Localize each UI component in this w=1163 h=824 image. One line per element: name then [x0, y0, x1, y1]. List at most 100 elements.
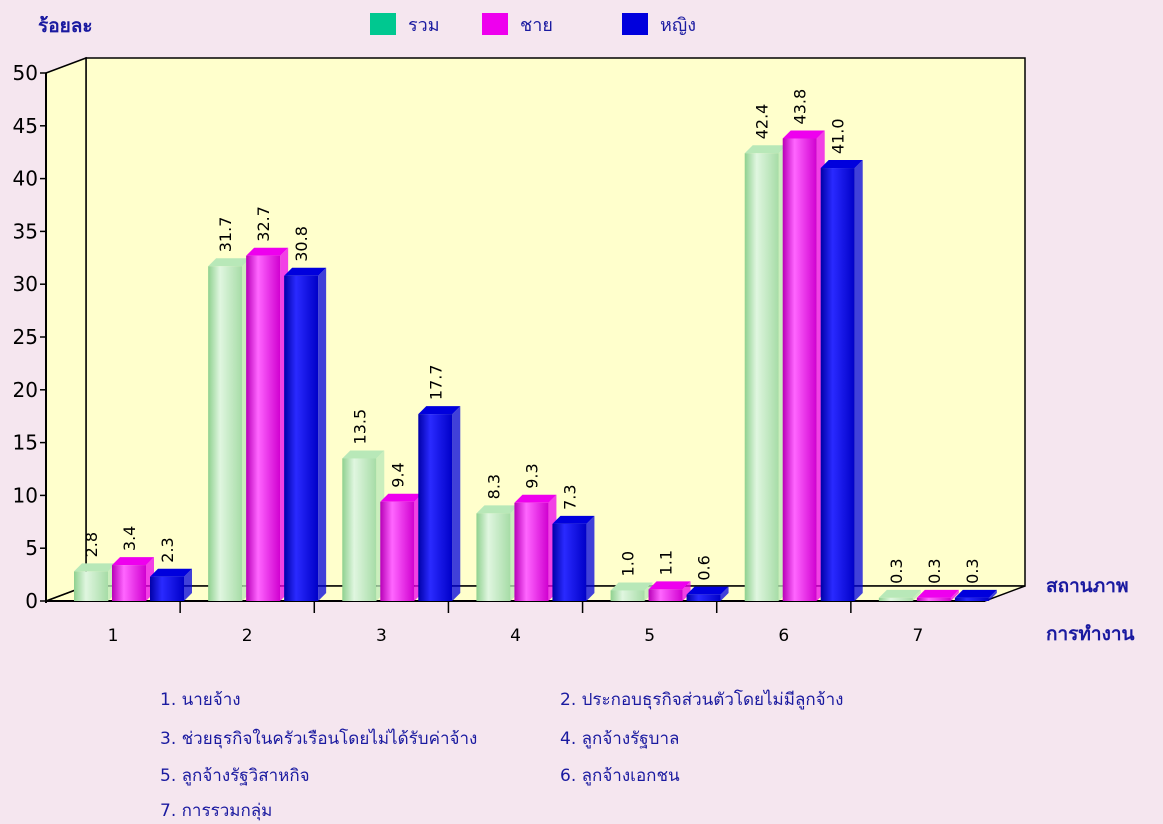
- bar-front: [284, 275, 319, 601]
- data-label: 1.0: [619, 551, 638, 576]
- x-tick-label: 5: [644, 626, 655, 646]
- bar-top: [284, 267, 327, 276]
- bar-top: [150, 568, 192, 577]
- bar-2-cat-7: [916, 589, 959, 601]
- bar-side: [682, 581, 691, 601]
- bar-top: [112, 557, 154, 566]
- bar-top: [552, 515, 595, 524]
- bar-front: [208, 266, 243, 601]
- bar-3-cat-6: [820, 160, 863, 602]
- bar-front: [954, 597, 989, 601]
- y-tick-label: 5: [25, 536, 38, 560]
- bar-3-cat-3: [418, 406, 461, 601]
- bar-2-cat-2: [246, 247, 289, 602]
- bar-side: [586, 515, 595, 601]
- plot-side-wall: [45, 56, 87, 603]
- x-tick-label: 6: [778, 626, 789, 646]
- bar-front: [514, 502, 549, 601]
- data-label: 0.3: [925, 558, 944, 583]
- bar-side: [720, 586, 729, 601]
- y-tick-label: 10: [13, 483, 38, 507]
- bar-2-cat-1: [112, 557, 154, 601]
- bar-top: [820, 160, 863, 169]
- y-tick-label: 25: [13, 325, 38, 349]
- bar-1-cat-7: [878, 589, 921, 601]
- data-label: 41.0: [829, 118, 848, 154]
- bar-top: [610, 582, 653, 591]
- bar-side: [854, 160, 863, 602]
- bar-2-cat-3: [380, 493, 423, 601]
- legend-label-1: รวม: [408, 15, 440, 36]
- bar-front: [380, 501, 415, 601]
- legend-swatch-2: [482, 13, 508, 35]
- bar-front: [342, 458, 377, 601]
- bar-side: [988, 589, 997, 601]
- data-label: 0.6: [695, 555, 714, 580]
- bar-top: [744, 145, 787, 154]
- data-label: 9.4: [388, 462, 407, 487]
- bar-front: [916, 597, 951, 601]
- bar-front: [686, 594, 721, 601]
- bar-side: [318, 267, 327, 601]
- y-tick-label: 15: [13, 431, 38, 455]
- data-label: 42.4: [753, 104, 772, 140]
- x-axis-title-line2: การทำงาน: [1046, 623, 1135, 645]
- y-axis-title: ร้อยละ: [38, 15, 93, 37]
- bar-top: [878, 589, 921, 598]
- bar-top: [782, 130, 825, 139]
- bar-front: [782, 138, 817, 602]
- x-axis-title-line1: สถานภาพ: [1046, 575, 1128, 597]
- bar-top: [418, 406, 461, 415]
- bar-front: [418, 414, 453, 601]
- bar-3-cat-2: [284, 267, 327, 601]
- bar-1-cat-3: [342, 450, 385, 601]
- bar-front: [552, 523, 587, 601]
- data-label: 17.7: [426, 364, 445, 400]
- bar-front: [112, 565, 146, 601]
- x-tick-label: 4: [510, 626, 521, 646]
- data-label: 9.3: [522, 463, 541, 488]
- data-label: 30.8: [292, 226, 311, 262]
- bar-top: [74, 563, 116, 572]
- bar-3-cat-1: [150, 568, 192, 601]
- data-label: 3.4: [120, 526, 139, 551]
- y-tick-label: 50: [13, 61, 38, 85]
- bar-front: [150, 576, 184, 601]
- y-tick-label: 20: [13, 378, 38, 402]
- legend-label-3: หญิง: [660, 15, 696, 36]
- bar-top: [686, 586, 729, 595]
- data-label: 43.8: [791, 89, 810, 125]
- bar-1-cat-6: [744, 145, 787, 602]
- data-label: 8.3: [484, 474, 503, 499]
- y-tick-label: 40: [13, 167, 38, 191]
- bar-top: [342, 450, 385, 459]
- bar-top: [246, 247, 289, 256]
- data-label: 31.7: [216, 217, 235, 253]
- data-label: 2.8: [82, 532, 101, 557]
- bar-top: [648, 581, 691, 590]
- bar-front: [648, 589, 683, 601]
- bar-front: [74, 571, 108, 601]
- data-label: 7.3: [560, 484, 579, 509]
- bar-front: [744, 153, 779, 602]
- bar-top: [380, 493, 423, 502]
- data-label: 2.3: [158, 537, 177, 562]
- bar-top: [476, 505, 519, 514]
- bar-3-cat-4: [552, 515, 595, 601]
- legend-swatch-3: [622, 13, 648, 35]
- legend-label-2: ชาย: [520, 15, 553, 36]
- bar-3-cat-7: [954, 589, 997, 601]
- data-label: 0.3: [963, 558, 982, 583]
- bar-side: [184, 568, 192, 601]
- bar-1-cat-1: [74, 563, 116, 601]
- data-label: 13.5: [350, 409, 369, 445]
- bar-top: [208, 258, 251, 267]
- bar-front: [246, 255, 281, 602]
- y-tick-label: 35: [13, 219, 38, 243]
- data-label: 1.1: [657, 550, 676, 575]
- x-tick-label: 7: [913, 626, 924, 646]
- bar-front: [878, 597, 913, 601]
- bar-side: [452, 406, 461, 601]
- y-tick-label: 30: [13, 272, 38, 296]
